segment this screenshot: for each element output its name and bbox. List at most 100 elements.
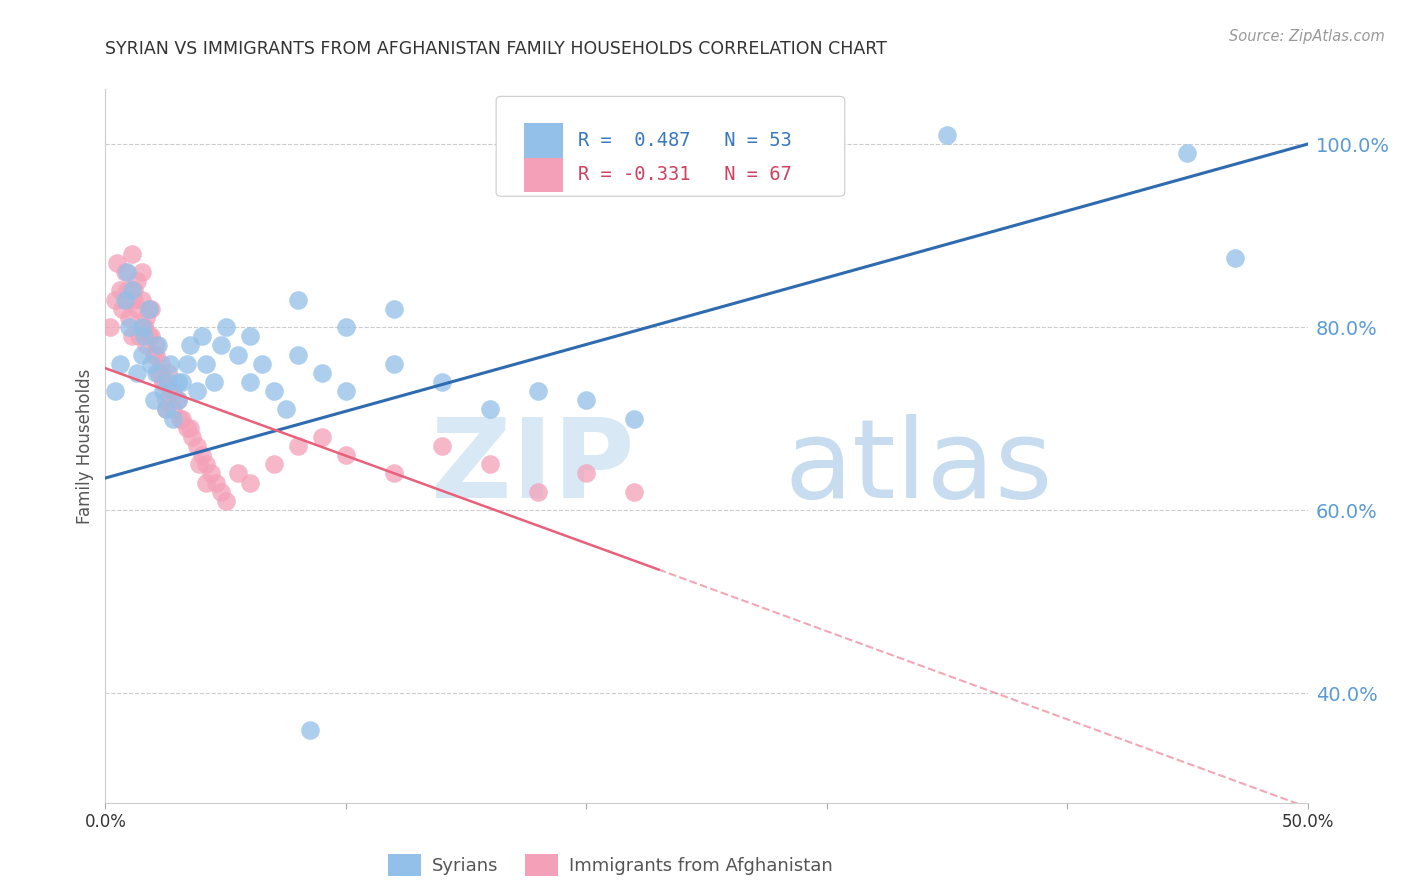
Point — [527, 384, 550, 398]
Point — [148, 366, 170, 380]
Point — [335, 448, 357, 462]
Point — [131, 347, 153, 361]
Point — [263, 384, 285, 398]
Point — [287, 293, 309, 307]
Point — [108, 284, 131, 298]
Point — [527, 484, 550, 499]
Point — [205, 475, 228, 490]
Point — [179, 338, 201, 352]
Point — [118, 310, 141, 325]
Point — [226, 467, 249, 481]
Point — [156, 375, 179, 389]
Point — [155, 393, 177, 408]
Point — [162, 411, 184, 425]
Point — [155, 402, 177, 417]
Point — [159, 357, 181, 371]
Point — [115, 284, 138, 298]
Point — [179, 420, 201, 434]
Point — [209, 338, 232, 352]
Point — [430, 439, 453, 453]
Point — [202, 375, 225, 389]
Point — [311, 430, 333, 444]
Point — [148, 338, 170, 352]
Point — [382, 467, 405, 481]
Point — [104, 293, 127, 307]
Text: SYRIAN VS IMMIGRANTS FROM AFGHANISTAN FAMILY HOUSEHOLDS CORRELATION CHART: SYRIAN VS IMMIGRANTS FROM AFGHANISTAN FA… — [105, 40, 887, 58]
Point — [263, 458, 285, 472]
Text: atlas: atlas — [785, 414, 1053, 521]
Point — [135, 310, 157, 325]
Point — [335, 384, 357, 398]
Point — [152, 375, 174, 389]
Point — [169, 411, 191, 425]
Point — [132, 329, 155, 343]
Point — [575, 393, 598, 408]
Point — [936, 128, 959, 142]
Point — [145, 347, 167, 361]
Point — [135, 338, 157, 352]
Point — [111, 301, 134, 316]
Point — [131, 293, 153, 307]
Point — [159, 384, 181, 398]
Point — [162, 384, 184, 398]
Point — [382, 357, 405, 371]
Point — [190, 448, 212, 462]
FancyBboxPatch shape — [524, 158, 564, 192]
Point — [200, 467, 222, 481]
Point — [125, 301, 148, 316]
Point — [145, 338, 167, 352]
Point — [138, 329, 160, 343]
Point — [139, 357, 162, 371]
Point — [118, 320, 141, 334]
Point — [172, 411, 194, 425]
Point — [274, 402, 297, 417]
Point — [132, 320, 155, 334]
Point — [124, 293, 146, 307]
Text: R = -0.331   N = 67: R = -0.331 N = 67 — [578, 165, 792, 185]
Point — [121, 247, 143, 261]
Point — [214, 320, 236, 334]
Point — [115, 293, 138, 307]
Point — [139, 301, 162, 316]
Point — [575, 467, 598, 481]
Point — [298, 723, 321, 737]
Point — [195, 475, 218, 490]
Point — [104, 384, 127, 398]
Point — [124, 284, 146, 298]
Point — [166, 393, 188, 408]
Point — [152, 384, 174, 398]
Point — [430, 375, 453, 389]
Point — [176, 357, 198, 371]
Point — [335, 320, 357, 334]
Point — [226, 347, 249, 361]
Point — [172, 375, 194, 389]
Point — [214, 494, 236, 508]
Y-axis label: Family Households: Family Households — [76, 368, 94, 524]
Point — [209, 484, 232, 499]
Point — [287, 347, 309, 361]
FancyBboxPatch shape — [496, 96, 845, 196]
Point — [98, 320, 121, 334]
Point — [287, 439, 309, 453]
Point — [1225, 252, 1247, 266]
Point — [128, 329, 150, 343]
Text: R =  0.487   N = 53: R = 0.487 N = 53 — [578, 131, 792, 150]
Point — [239, 329, 262, 343]
Point — [115, 265, 138, 279]
Point — [152, 375, 174, 389]
Point — [108, 357, 131, 371]
Point — [166, 393, 188, 408]
Point — [623, 411, 645, 425]
Point — [190, 329, 212, 343]
Point — [479, 458, 502, 472]
Point — [139, 329, 162, 343]
Point — [239, 375, 262, 389]
Point — [1175, 146, 1198, 161]
Point — [125, 366, 148, 380]
Point — [114, 293, 136, 307]
Point — [155, 402, 177, 417]
Point — [166, 375, 188, 389]
Point — [188, 458, 211, 472]
Text: Source: ZipAtlas.com: Source: ZipAtlas.com — [1229, 29, 1385, 44]
Point — [131, 320, 153, 334]
